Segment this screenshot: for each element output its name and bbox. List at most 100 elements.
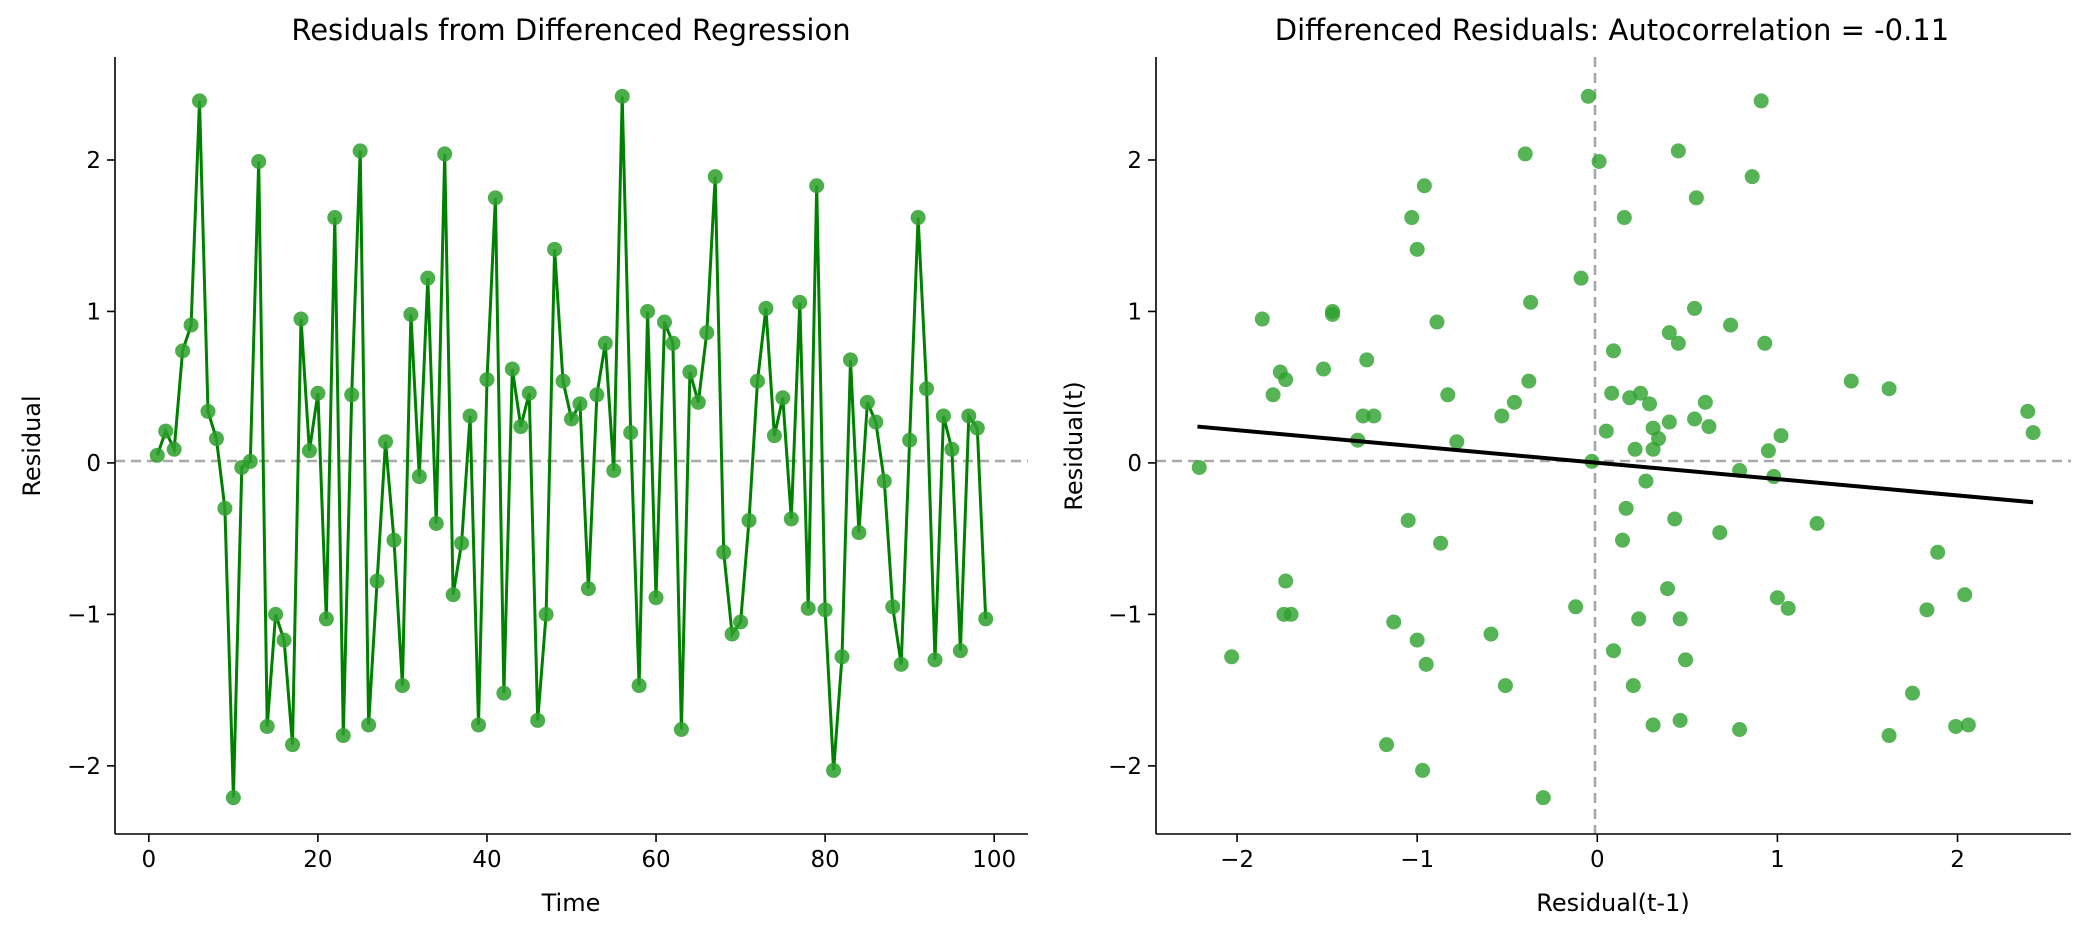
residual-point [640, 303, 656, 319]
left-x-axis-label: Time [541, 889, 601, 917]
right-x-axis-label: Residual(t-1) [1536, 889, 1689, 917]
lag-point [1616, 210, 1632, 226]
lag-point [1415, 762, 1431, 778]
lag-point [1881, 381, 1897, 397]
lag-point [1416, 178, 1432, 194]
lag-point [1224, 649, 1240, 665]
lag-point [1688, 190, 1704, 206]
residual-point [428, 516, 444, 532]
residual-point [217, 500, 233, 516]
residual-point [378, 434, 394, 450]
residual-point [259, 718, 275, 734]
residual-point [462, 408, 478, 424]
residual-point [893, 656, 909, 672]
lag-point [1670, 335, 1686, 351]
lag-point [1429, 314, 1445, 330]
time-series-panel: Residuals from Differenced Regression 0 2… [18, 13, 1028, 917]
lag-point [1591, 154, 1607, 170]
residual-point [800, 600, 816, 616]
residual-point [318, 611, 334, 627]
lag-point [1254, 311, 1270, 327]
residual-point [699, 325, 715, 341]
left-x-tick-label: 80 [810, 847, 839, 873]
residual-point [969, 420, 985, 436]
lag-point [1440, 387, 1456, 403]
right-y-tick-label: 2 [1127, 148, 1142, 174]
lag-point [1627, 441, 1643, 457]
residual-point [623, 425, 639, 441]
residual-point [487, 190, 503, 206]
lag-point [1809, 516, 1825, 532]
lag-point [1948, 718, 1964, 734]
left-x-tick-label: 100 [972, 847, 1016, 873]
residual-point [935, 408, 951, 424]
lag-point [1615, 532, 1631, 548]
right-y-tick-label: 0 [1127, 451, 1142, 477]
residual-point [716, 544, 732, 560]
lag-point [1449, 434, 1465, 450]
residual-point [352, 143, 368, 159]
lag-point [1325, 303, 1341, 319]
lag-point [1660, 581, 1676, 597]
residual-point [454, 535, 470, 551]
lag-point [1678, 652, 1694, 668]
residual-point [301, 443, 317, 459]
left-x-tick-label: 60 [641, 847, 670, 873]
left-chart-title: Residuals from Differenced Regression [291, 13, 850, 47]
lag-point [1757, 335, 1773, 351]
residual-point [766, 428, 782, 444]
residual-point [749, 373, 765, 389]
residual-point [293, 311, 309, 327]
residual-point [479, 372, 495, 388]
residual-point [361, 717, 377, 733]
lag-point [1283, 606, 1299, 622]
residual-point [876, 473, 892, 489]
residual-point [758, 300, 774, 316]
lag-point [1744, 169, 1760, 185]
lag-point [1638, 473, 1654, 489]
residual-point [826, 762, 842, 778]
residual-point [200, 403, 216, 419]
lag-point [1960, 717, 1976, 733]
residual-point [386, 532, 402, 548]
lag-point [1661, 325, 1677, 341]
right-x-tick-label: −2 [1220, 847, 1254, 873]
residual-point [859, 394, 875, 410]
lag-point [1433, 535, 1449, 551]
left-y-tick-label: 2 [86, 148, 101, 174]
right-y-axis-label: Residual(t) [1060, 381, 1088, 511]
residual-point [335, 728, 351, 744]
residual-point [614, 88, 630, 104]
residual-point [741, 512, 757, 528]
lag-point [1568, 599, 1584, 615]
residual-point [175, 343, 191, 359]
residual-point [673, 721, 689, 737]
lag-scatter-points [1191, 88, 2041, 806]
lag-point [1606, 643, 1621, 659]
right-x-tick-label: −1 [1400, 847, 1434, 873]
lag-point [1606, 343, 1621, 359]
lag-point [1418, 656, 1434, 672]
lag-point [1712, 525, 1728, 541]
lag-point [1732, 721, 1748, 737]
lag-point [1523, 294, 1539, 310]
lag-point [1265, 387, 1281, 403]
lag-point [1404, 210, 1420, 226]
residual-point [513, 419, 529, 435]
residual-point [166, 441, 182, 457]
lag-point [1645, 420, 1661, 436]
lag-point [1604, 385, 1620, 401]
lag-point [2025, 425, 2041, 441]
lag-point [1580, 88, 1596, 104]
lag-point [1521, 373, 1537, 389]
residual-point [225, 790, 241, 806]
lag-point [1697, 394, 1713, 410]
lag-point [1355, 408, 1371, 424]
residual-point [733, 614, 749, 630]
left-y-tick-label: 0 [86, 451, 101, 477]
residual-point [276, 632, 292, 648]
residual-point [656, 314, 672, 330]
residual-point [344, 387, 360, 403]
lag-point [1957, 587, 1973, 603]
